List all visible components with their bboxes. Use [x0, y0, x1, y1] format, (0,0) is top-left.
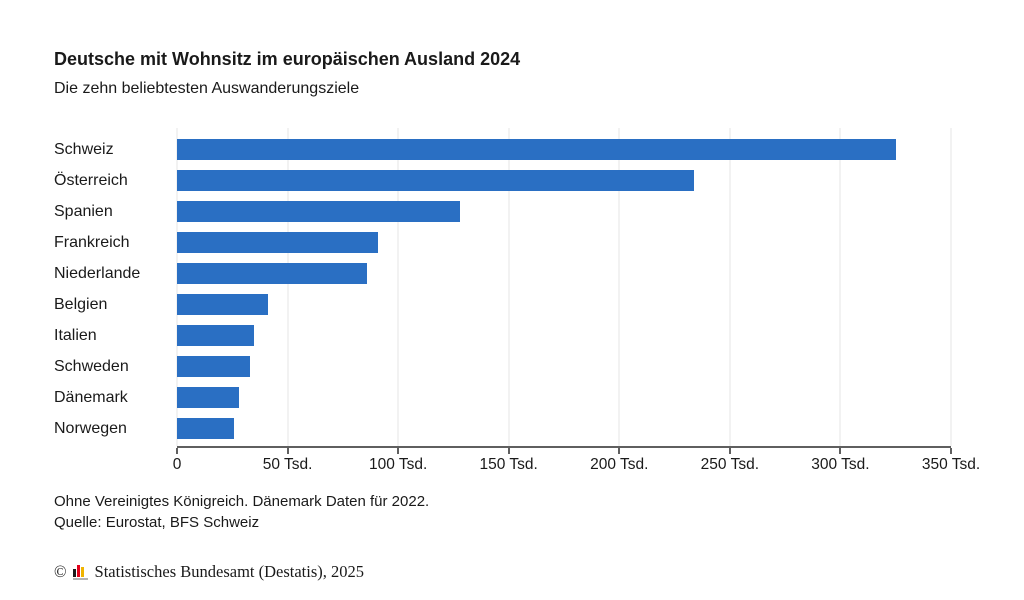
x-axis-tick	[950, 448, 952, 454]
plot-area	[176, 128, 952, 454]
bar	[177, 139, 896, 160]
x-axis-line	[177, 446, 951, 448]
x-tick-label: 200 Tsd.	[590, 456, 649, 473]
bar-track	[177, 356, 951, 377]
x-tick-label: 250 Tsd.	[700, 456, 760, 473]
x-tick-label: 300 Tsd.	[811, 456, 870, 473]
source-note: Quelle: Eurostat, BFS Schweiz	[54, 514, 260, 531]
destatis-logo-icon	[72, 564, 89, 580]
category-label: Italien	[54, 326, 97, 344]
chart-row: Schweiz	[54, 134, 951, 165]
logo-bar-gold	[80, 566, 84, 577]
chart-row: Italien	[54, 320, 951, 351]
bar-track	[177, 387, 951, 408]
destatis-logo-bars	[72, 564, 84, 577]
x-axis-tick	[176, 448, 178, 454]
gridline	[176, 128, 178, 446]
gridline	[287, 128, 289, 446]
bar-track	[177, 139, 951, 160]
bar-track	[177, 170, 951, 191]
x-axis-tick	[286, 448, 289, 454]
bar	[177, 325, 255, 346]
x-tick-label: 50 Tsd.	[262, 456, 313, 473]
bar	[177, 170, 695, 191]
category-label: Schweden	[54, 357, 129, 375]
chart-row: Spanien	[54, 196, 951, 227]
chart-row: Norwegen	[54, 413, 951, 444]
copyright-line: © Statistisches Bundesamt (Destatis), 20…	[54, 562, 364, 582]
logo-bar-black	[72, 568, 76, 577]
x-axis-tick-labels: 0 50 Tsd. 100 Tsd. 150 Tsd. 200 Tsd. 250 Tsd.…	[173, 456, 980, 476]
logo-baseline	[72, 577, 88, 580]
category-label: Dänemark	[54, 388, 128, 406]
chart-rows: Schweiz Österreich Spanien Frankreich Nieder…	[54, 134, 951, 444]
chart-notes: Ohne Vereinigtes Königreich. Dänemark Da…	[54, 491, 429, 533]
bar-track	[177, 263, 951, 284]
bar	[177, 201, 461, 222]
gridline	[618, 128, 620, 446]
category-label: Spanien	[54, 202, 113, 220]
x-tick-label: 350 Tsd.	[921, 456, 981, 473]
gridline	[397, 128, 399, 446]
x-axis-tick	[507, 448, 510, 454]
copyright-text: Statistisches Bundesamt (Destatis), 2025	[94, 562, 365, 581]
bar-track	[177, 294, 951, 315]
bar-track	[177, 418, 951, 439]
x-axis-tick	[728, 448, 731, 454]
footnote: Ohne Vereinigtes Königreich. Dänemark Da…	[54, 493, 430, 510]
x-tick-label: 100 Tsd.	[368, 456, 428, 473]
chart-row: Schweden	[54, 351, 951, 382]
x-axis-tick	[839, 448, 842, 454]
x-tick-label: 150 Tsd.	[479, 456, 538, 473]
bar	[177, 232, 379, 253]
chart-row: Österreich	[54, 165, 951, 196]
chart-row: Dänemark	[54, 382, 951, 413]
chart-title: Deutsche mit Wohnsitz im europäischen Au…	[54, 49, 521, 69]
x-axis-tick	[618, 448, 621, 454]
chart-row: Niederlande	[54, 258, 951, 289]
category-label: Belgien	[54, 295, 108, 313]
gridline	[839, 128, 841, 446]
bar	[177, 263, 368, 284]
logo-bar-red	[76, 564, 80, 577]
category-label: Frankreich	[54, 233, 130, 251]
copyright-symbol: ©	[54, 562, 67, 581]
category-label: Norwegen	[54, 419, 127, 437]
bar	[177, 294, 268, 315]
bar-track	[177, 201, 951, 222]
chart-subtitle: Die zehn beliebtesten Auswanderungsziele	[54, 80, 360, 97]
bar-track	[177, 232, 951, 253]
bar	[177, 418, 235, 439]
chart-row: Belgien	[54, 289, 951, 320]
category-label: Niederlande	[54, 264, 141, 282]
category-label: Österreich	[54, 171, 128, 189]
x-tick-label: 0	[172, 456, 182, 473]
gridline	[508, 128, 510, 446]
chart-row: Frankreich	[54, 227, 951, 258]
category-label: Schweiz	[54, 140, 114, 158]
bar-track	[177, 325, 951, 346]
bar	[177, 356, 250, 377]
gridline	[950, 128, 952, 446]
bar	[177, 387, 239, 408]
x-axis-tick	[397, 448, 400, 454]
gridline	[729, 128, 731, 446]
